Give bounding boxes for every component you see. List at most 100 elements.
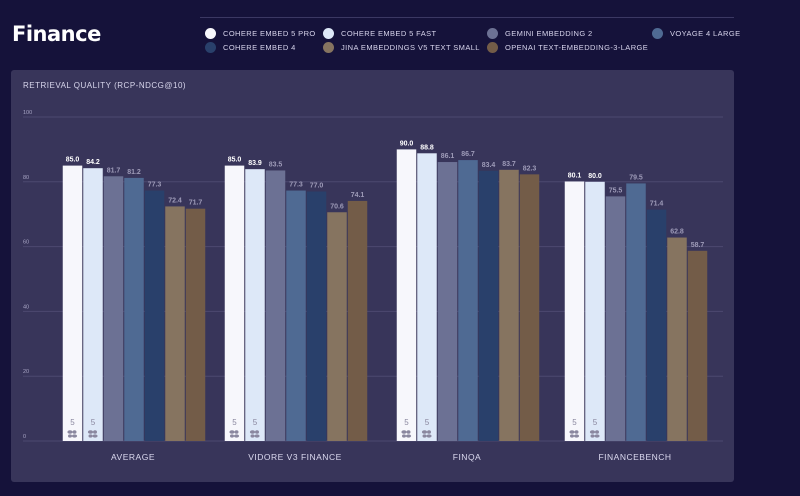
bar	[458, 160, 478, 441]
bar	[83, 168, 103, 441]
chart-legend: COHERE EMBED 5 PRO COHERE EMBED 5 FAST G…	[0, 0, 800, 60]
bar-value-label: 81.2	[127, 169, 141, 176]
y-tick-label: 80	[23, 175, 29, 181]
bar-value-label: 85.0	[228, 157, 242, 164]
bar	[519, 174, 540, 441]
bar-value-label: 72.4	[168, 197, 182, 204]
cohere-logo-icon	[401, 430, 412, 438]
cohere-logo-icon	[229, 430, 240, 438]
chart-panel: RETRIEVAL QUALITY (RCP-NDCG@10) 0 20 40 60 8…	[11, 70, 734, 482]
legend-swatch	[487, 28, 498, 39]
legend-swatch	[205, 28, 216, 39]
bar	[327, 212, 347, 441]
y-tick-label: 60	[23, 240, 29, 246]
category-label: VIDORE V3 FINANCE	[248, 452, 342, 462]
legend-item-jina-embeddings-v5-text-small[interactable]: JINA EMBEDDINGS V5 TEXT SMALL	[323, 42, 480, 53]
y-tick-label: 0	[23, 434, 26, 440]
cohere-logo-icon	[87, 430, 98, 438]
bar-value-label: 82.3	[523, 165, 537, 172]
legend-item-cohere-embed-5-pro[interactable]: COHERE EMBED 5 PRO	[205, 28, 316, 39]
legend-label: COHERE EMBED 5 PRO	[223, 29, 316, 38]
bar	[245, 169, 265, 441]
category-label: AVERAGE	[111, 452, 155, 462]
y-tick-label: 20	[23, 369, 29, 375]
bar-badge-label: 5	[593, 418, 598, 427]
bar-value-label: 83.7	[502, 161, 516, 168]
bar-value-label: 79.5	[629, 174, 643, 181]
page-title: Finance	[12, 22, 101, 46]
legend-item-voyage-4-large[interactable]: VOYAGE 4 LARGE	[652, 28, 741, 39]
bar-badge-label: 5	[253, 418, 258, 427]
bar-value-label: 86.7	[461, 151, 475, 158]
bar-badge-label: 5	[572, 418, 577, 427]
legend-item-cohere-embed-4[interactable]: COHERE EMBED 4	[205, 42, 296, 53]
cohere-logo-icon	[249, 430, 260, 438]
legend-label: JINA EMBEDDINGS V5 TEXT SMALL	[341, 43, 480, 52]
legend-swatch	[323, 28, 334, 39]
category-label: FINANCEBENCH	[598, 452, 671, 462]
category-label: FINQA	[453, 452, 481, 462]
bar-value-label: 71.7	[189, 200, 203, 207]
bar-value-label: 83.5	[269, 161, 283, 168]
bar-value-label: 70.6	[330, 203, 344, 210]
chart-title: RETRIEVAL QUALITY (RCP-NDCG@10)	[23, 81, 187, 90]
bar	[265, 170, 286, 441]
legend-label: VOYAGE 4 LARGE	[670, 29, 741, 38]
bar	[437, 162, 458, 441]
bar	[478, 170, 499, 441]
bar-badge-label: 5	[404, 418, 409, 427]
cohere-logo-icon	[589, 430, 600, 438]
bar-value-label: 83.9	[248, 160, 262, 167]
bar	[667, 237, 687, 441]
bar-value-label: 77.3	[148, 182, 162, 189]
bar	[144, 190, 165, 441]
bar-value-label: 75.5	[609, 187, 623, 194]
legend-label: GEMINI EMBEDDING 2	[505, 29, 593, 38]
bar	[564, 181, 585, 441]
bar-badge-label: 5	[70, 418, 75, 427]
y-tick-label: 100	[23, 110, 32, 116]
legend-label: COHERE EMBED 4	[223, 43, 296, 52]
bar-value-label: 77.3	[289, 182, 303, 189]
bar	[605, 196, 626, 441]
bar	[396, 149, 417, 441]
legend-item-openai-text-embedding-3-large[interactable]: OPENAI TEXT-EMBEDDING-3-LARGE	[487, 42, 648, 53]
bar	[62, 165, 83, 441]
cohere-logo-icon	[569, 430, 580, 438]
bar-value-label: 81.7	[107, 167, 121, 174]
bar-value-label: 90.0	[400, 140, 414, 147]
legend-swatch	[487, 42, 498, 53]
bar-value-label: 74.1	[351, 192, 365, 199]
bar	[124, 177, 144, 442]
legend-swatch	[205, 42, 216, 53]
legend-item-gemini-embedding-2[interactable]: GEMINI EMBEDDING 2	[487, 28, 593, 39]
legend-item-cohere-embed-5-fast[interactable]: COHERE EMBED 5 FAST	[323, 28, 437, 39]
bar-value-label: 85.0	[66, 157, 80, 164]
bar-badge-label: 5	[425, 418, 430, 427]
bar	[585, 181, 605, 442]
legend-label: COHERE EMBED 5 FAST	[341, 29, 437, 38]
bar-value-label: 80.1	[568, 172, 582, 179]
bar-value-label: 86.1	[441, 153, 455, 160]
bar	[165, 206, 185, 441]
bar-value-label: 88.8	[420, 144, 434, 151]
bar-chart: 0 20 40 60 80 100 85.0 5 84.2 5 81.7 81.2 77.3 72.4 71…	[23, 110, 723, 462]
bar-badge-label: 5	[91, 418, 96, 427]
y-tick-label: 40	[23, 304, 29, 310]
legend-swatch	[652, 28, 663, 39]
bar	[103, 176, 124, 441]
bar	[185, 208, 206, 441]
bar-value-label: 84.2	[86, 159, 100, 166]
bar	[347, 200, 368, 441]
bar-value-label: 80.0	[588, 173, 602, 180]
cohere-logo-icon	[421, 430, 432, 438]
bar-value-label: 58.7	[691, 242, 705, 249]
bar	[646, 209, 667, 441]
bar-value-label: 71.4	[650, 201, 664, 208]
legend-swatch	[323, 42, 334, 53]
bar	[687, 250, 708, 441]
bar-value-label: 83.4	[482, 162, 496, 169]
bar	[286, 190, 306, 441]
bar	[626, 183, 646, 442]
bar	[417, 153, 437, 441]
